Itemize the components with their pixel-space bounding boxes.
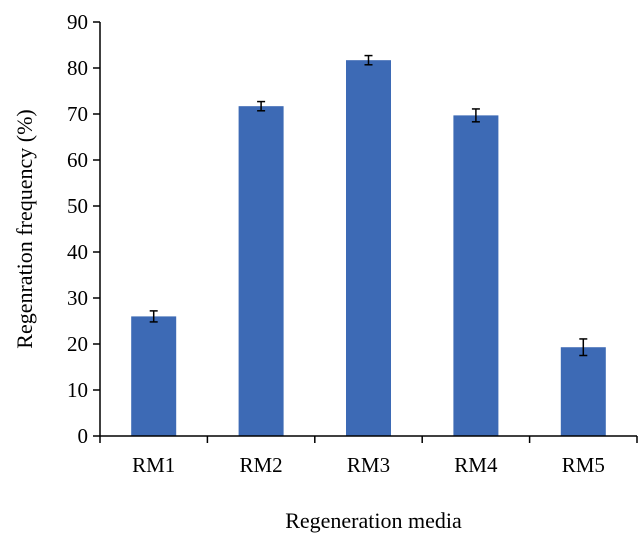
y-tick-label: 60 (67, 148, 88, 172)
y-tick-label: 80 (67, 56, 88, 80)
bar (131, 316, 177, 436)
y-tick-label: 50 (67, 194, 88, 218)
error-bars-group (149, 54, 588, 357)
x-tick-label: RM1 (132, 453, 175, 477)
x-tick-label: RM5 (562, 453, 605, 477)
bar (238, 106, 284, 437)
y-ticks-group: 0 10 20 30 40 50 60 70 80 90 (67, 10, 100, 448)
y-tick-label: 90 (67, 10, 88, 34)
axes-group (99, 22, 637, 437)
y-tick-label: 0 (78, 424, 89, 448)
bars-group (131, 60, 606, 437)
bar (346, 60, 391, 437)
x-tick-label: RM4 (454, 453, 498, 477)
y-tick-label: 20 (67, 332, 88, 356)
x-axis-title: Regeneration media (285, 508, 462, 533)
x-tick-label: RM3 (347, 453, 390, 477)
y-axis-title: Regenration frequency (%) (12, 109, 37, 348)
y-tick-label: 30 (67, 286, 88, 310)
y-tick-label: 10 (67, 378, 88, 402)
bar (453, 115, 499, 436)
y-tick-label: 70 (67, 102, 88, 126)
x-tick-label: RM2 (240, 453, 283, 477)
y-tick-label: 40 (67, 240, 88, 264)
x-ticks-group: RM1 RM2 RM3 RM4 RM5 (99, 436, 638, 477)
bar (560, 347, 606, 436)
